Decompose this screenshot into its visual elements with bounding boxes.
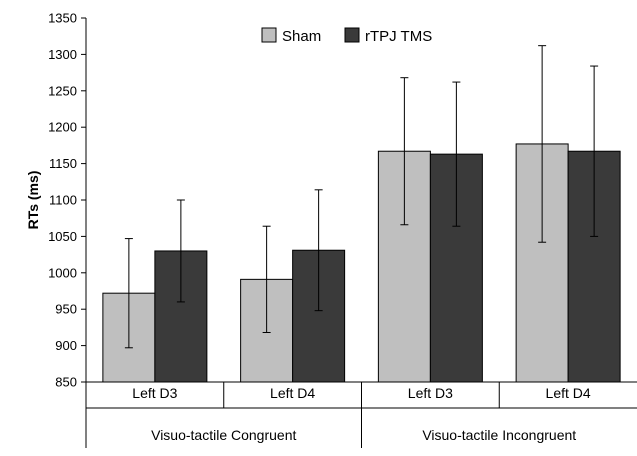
legend-label: Sham [282,28,321,45]
y-tick-label: 1100 [49,193,77,208]
y-tick-label: 1300 [48,47,77,62]
y-axis-label: RTs (ms) [25,171,41,230]
legend: Sham rTPJ TMS [262,28,432,45]
category-label: Left D3 [408,385,453,401]
x-axis: Left D3 Left D4 Left D3 Left D4 Visuo-tactil… [86,382,637,448]
y-tick-label: 850 [55,375,77,390]
category-label: Left D4 [270,385,315,401]
category-label: Left D4 [546,385,591,401]
y-tick-label: 950 [55,302,77,317]
y-tick-label: 1200 [48,120,77,135]
y-axis: 850 900 950 1000 1050 1100 1150 1200 1250 1300 135… [48,11,86,449]
legend-swatch [262,28,276,42]
group-label: Visuo-tactile Incongruent [422,427,576,443]
legend-swatch [345,28,359,42]
y-tick-label: 1050 [48,229,77,244]
legend-label: rTPJ TMS [365,28,432,45]
y-tick-label: 900 [55,338,77,353]
group-label: Visuo-tactile Congruent [151,427,296,443]
y-tick-label: 1250 [48,83,77,98]
y-tick-label: 1150 [49,156,77,171]
y-tick-label: 1000 [48,265,77,280]
y-tick-label: 1350 [48,11,77,26]
category-label: Left D3 [132,385,177,401]
